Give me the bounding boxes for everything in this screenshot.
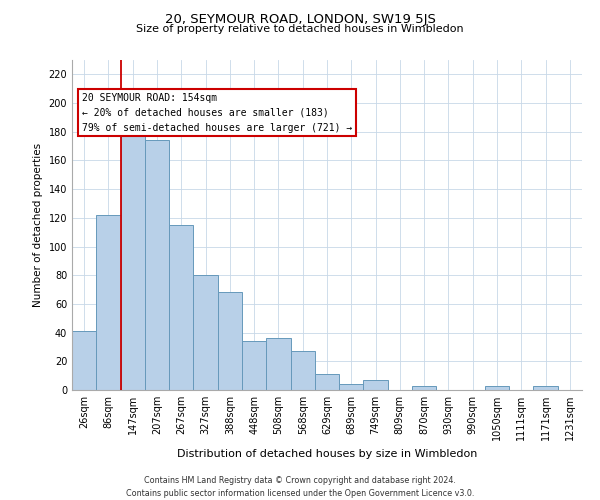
Bar [290, 352, 315, 390]
Bar [315, 374, 339, 390]
Bar [485, 386, 509, 390]
Bar [121, 124, 145, 390]
Bar [242, 341, 266, 390]
Text: Size of property relative to detached houses in Wimbledon: Size of property relative to detached ho… [136, 24, 464, 34]
Bar [72, 331, 96, 390]
Bar [96, 215, 121, 390]
Text: 20, SEYMOUR ROAD, LONDON, SW19 5JS: 20, SEYMOUR ROAD, LONDON, SW19 5JS [164, 12, 436, 26]
X-axis label: Distribution of detached houses by size in Wimbledon: Distribution of detached houses by size … [177, 448, 477, 458]
Text: 20 SEYMOUR ROAD: 154sqm
← 20% of detached houses are smaller (183)
79% of semi-d: 20 SEYMOUR ROAD: 154sqm ← 20% of detache… [82, 93, 352, 132]
Text: Contains HM Land Registry data © Crown copyright and database right 2024.
Contai: Contains HM Land Registry data © Crown c… [126, 476, 474, 498]
Bar [193, 275, 218, 390]
Bar [339, 384, 364, 390]
Bar [145, 140, 169, 390]
Bar [533, 386, 558, 390]
Bar [218, 292, 242, 390]
Bar [266, 338, 290, 390]
Bar [412, 386, 436, 390]
Y-axis label: Number of detached properties: Number of detached properties [33, 143, 43, 307]
Bar [364, 380, 388, 390]
Bar [169, 225, 193, 390]
